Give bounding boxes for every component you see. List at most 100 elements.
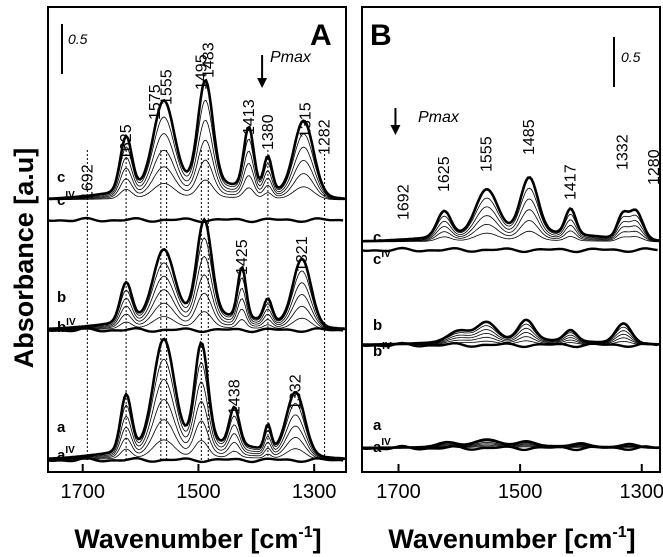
x-tick-label-1500: 1500: [498, 481, 543, 503]
spectrum-label-a-iv: aIV: [57, 445, 75, 464]
y-axis-label: Absorbance [a.u]: [9, 148, 39, 369]
spectrum-label-c-iv: cIV: [373, 249, 391, 268]
spectrum-a-trace-4: [48, 378, 345, 460]
spectrum-label-b-iv: bIV: [373, 341, 392, 360]
peak-label-1380: 1380: [260, 114, 277, 150]
spectrum-label-b: b: [57, 289, 66, 306]
panel-b-x-axis-label-sup: -1: [612, 524, 626, 541]
spectrum-label-b-iv-sup: IV: [66, 317, 76, 328]
peak-label-1555: 1555: [159, 69, 176, 105]
spectrum-b-trace-6: [47, 217, 345, 331]
spectrum-label-b-iv-sup: IV: [382, 341, 392, 352]
panel-b-frame: [361, 6, 661, 473]
peak-label-1332: 1332: [614, 134, 631, 170]
spectrum-c-trace-6: [47, 78, 345, 200]
spectrum-a-trace-3: [48, 399, 345, 460]
spectrum-label-c-iv-base: c: [57, 192, 65, 209]
spectrum-b-trace-4: [48, 255, 345, 330]
panel-b-scale-label: 0.5: [621, 49, 641, 65]
peak-label-1625: 1625: [118, 124, 135, 160]
panel-a-x-axis-label: Wavenumber [cm-1]: [74, 524, 321, 554]
peak-label-1692: 1692: [395, 184, 412, 220]
spectrum-c-trace-1: [362, 230, 660, 243]
peak-label-1425: 1425: [234, 239, 251, 275]
peak-label-1555: 1555: [479, 136, 496, 172]
peak-label-1575: 1575: [147, 84, 164, 120]
spectrum-b-trace-3: [48, 274, 345, 330]
spectrum-c-trace-6: [362, 175, 660, 243]
peak-label-1282: 1282: [317, 119, 334, 155]
panel-b-x-axis-label-main: Wavenumber [cm: [388, 524, 612, 554]
spectrum-b-iv-baseline: [361, 341, 658, 349]
spectrum-c-iv-baseline: [47, 216, 344, 224]
peak-label-1332: 1332: [288, 374, 305, 410]
peak-label-1692: 1692: [79, 164, 96, 200]
spectrum-c-trace-2: [47, 159, 345, 200]
spectrum-a-iv-baseline: [361, 444, 658, 452]
panel-a-x-ticks: 1700 1500 1300: [60, 464, 336, 503]
spectrum-c-trace-3: [362, 209, 660, 242]
x-tick-label-1500: 1500: [176, 481, 221, 503]
peak-label-1625: 1625: [436, 156, 453, 192]
panel-b-x-ticks: 1700 1500 1300: [376, 464, 663, 503]
panel-b-scale-bar: 0.5: [613, 37, 641, 87]
spectrum-c-trace-3: [47, 139, 345, 200]
spectrum-label-b-iv-base: b: [57, 319, 66, 336]
panel-a-x-axis-label-end: ]: [313, 524, 322, 554]
pmax-label: Pmax: [270, 49, 312, 66]
spectrum-b-trace-2: [48, 292, 345, 330]
spectrum-b-trace-1: [48, 311, 345, 331]
panel-b-x-axis-label: Wavenumber [cm-1]: [388, 524, 635, 554]
spectrum-label-a-iv: aIV: [373, 437, 391, 456]
spectrum-label-c-iv: cIV: [57, 190, 75, 209]
spectrum-label-a: a: [373, 417, 382, 434]
panel-a-frame: [47, 6, 347, 473]
peak-label-1417: 1417: [563, 164, 580, 200]
x-tick-label-1300: 1300: [292, 481, 337, 503]
spectrum-label-c-iv-sup: IV: [65, 190, 75, 201]
peak-label-1438: 1438: [226, 379, 243, 415]
spectrum-c-trace-1: [48, 179, 345, 201]
panel-a-x-axis-label-main: Wavenumber [cm: [74, 524, 298, 554]
spectrum-label-c: c: [57, 169, 65, 186]
panel-b-x-axis-label-end: ]: [627, 524, 636, 554]
spectrum-label-b-iv: bIV: [57, 317, 76, 336]
spectrum-label-b: b: [373, 317, 382, 334]
panel-a-label: A: [310, 19, 332, 52]
pmax-label: Pmax: [418, 109, 460, 126]
peak-label-1495: 1495: [193, 54, 210, 90]
spectrum-label-c-iv-base: c: [373, 251, 381, 268]
spectrum-label-a: a: [57, 419, 66, 436]
peak-label-1485: 1485: [521, 119, 538, 155]
spectrum-label-b-iv-base: b: [373, 343, 382, 360]
spectrum-a-iv-baseline: [47, 456, 344, 464]
peak-label-1280: 1280: [646, 149, 663, 185]
spectrum-c-trace-2: [362, 220, 660, 243]
panel-a-x-axis-label-sup: -1: [298, 524, 312, 541]
panel-b-label: B: [370, 19, 392, 52]
peak-label-1321: 1321: [294, 236, 311, 272]
pmax-arrow-head: [257, 78, 268, 88]
spectrum-label-a-iv-base: a: [57, 447, 66, 464]
peak-label-1483: 1483: [200, 42, 217, 78]
spectrum-label-a-iv-base: a: [373, 439, 382, 456]
spectrum-label-c-iv-sup: IV: [381, 249, 391, 260]
spectrum-b-iv-baseline: [47, 326, 344, 334]
panel-a-scale-bar: 0.5: [61, 24, 88, 74]
spectrum-a-trace-2: [47, 419, 345, 460]
peak-label-1315: 1315: [297, 102, 314, 138]
spectrum-b-trace-6: [362, 318, 660, 346]
pmax-arrow-head: [390, 125, 401, 135]
spectrum-label-a-iv-sup: IV: [65, 445, 75, 456]
x-tick-label-1300: 1300: [620, 481, 663, 503]
spectrum-a-trace-6: [47, 337, 345, 460]
peak-label-1413: 1413: [241, 99, 258, 135]
spectrum-a-trace-1: [48, 439, 345, 461]
spectrum-c-trace-4: [48, 119, 345, 200]
x-tick-label-1700: 1700: [60, 481, 105, 503]
